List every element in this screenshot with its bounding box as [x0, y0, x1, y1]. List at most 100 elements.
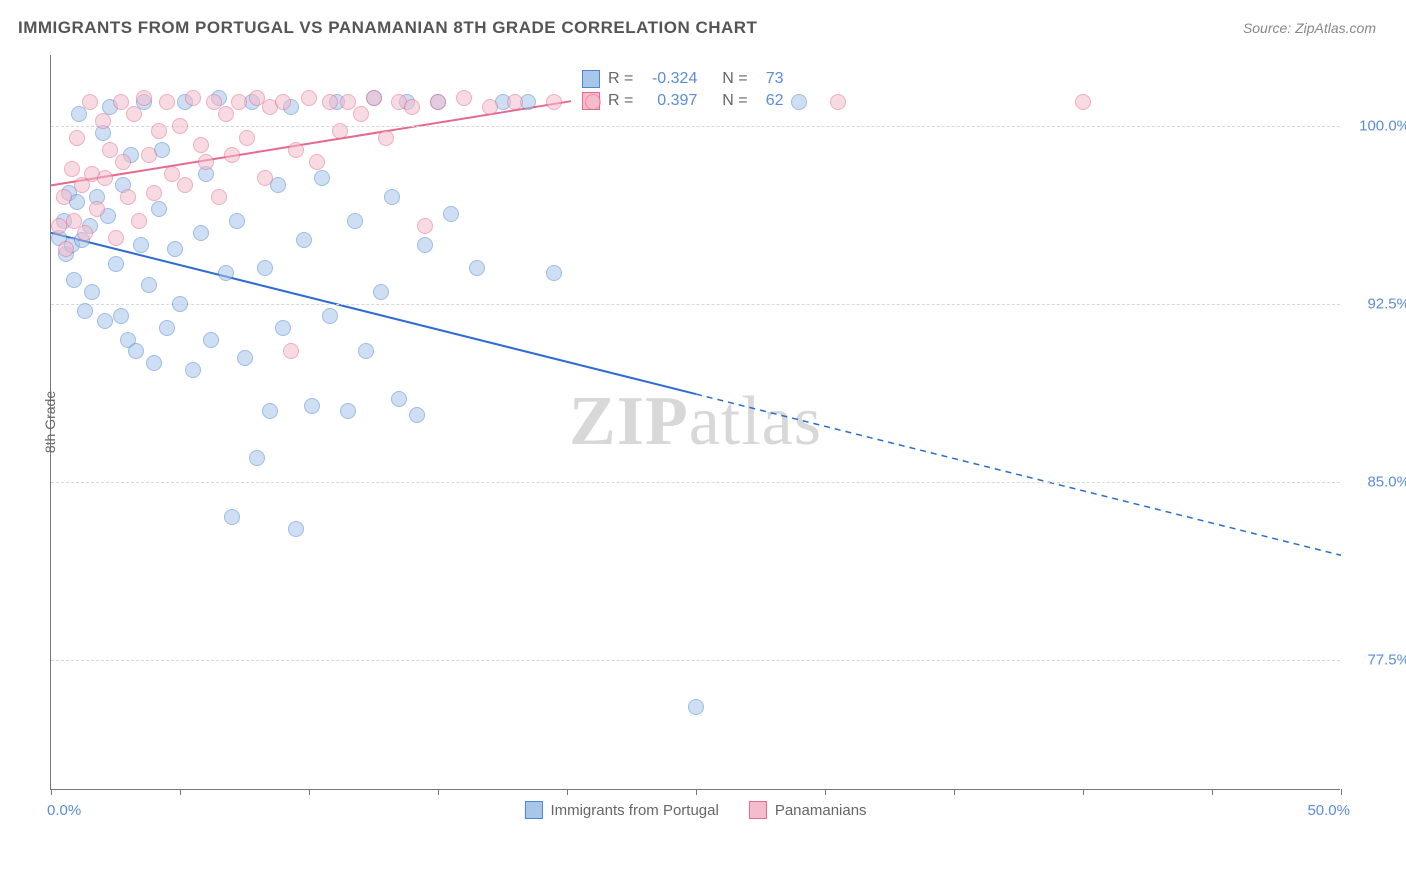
watermark-atlas: atlas	[689, 383, 822, 460]
data-point	[115, 154, 131, 170]
data-point	[185, 90, 201, 106]
data-point	[120, 189, 136, 205]
data-point	[288, 142, 304, 158]
data-point	[546, 265, 562, 281]
x-tick	[1083, 789, 1084, 795]
x-tick	[51, 789, 52, 795]
data-point	[358, 343, 374, 359]
x-tick	[696, 789, 697, 795]
y-tick-label: 100.0%	[1359, 118, 1406, 135]
data-point	[1075, 94, 1091, 110]
data-point	[417, 218, 433, 234]
x-tick	[1212, 789, 1213, 795]
legend-item: Immigrants from Portugal	[524, 801, 718, 819]
data-point	[211, 189, 227, 205]
data-point	[239, 130, 255, 146]
data-point	[89, 201, 105, 217]
watermark-zip: ZIP	[569, 383, 689, 460]
bottom-legend: Immigrants from Portugal Panamanians	[524, 801, 866, 819]
stats-row: R = 0.397 N = 62	[582, 90, 784, 112]
data-point	[177, 177, 193, 193]
x-tick	[1341, 789, 1342, 795]
data-point	[430, 94, 446, 110]
data-point	[198, 154, 214, 170]
data-point	[283, 343, 299, 359]
data-point	[688, 699, 704, 715]
data-point	[229, 213, 245, 229]
data-point	[585, 94, 601, 110]
data-point	[288, 521, 304, 537]
data-point	[146, 355, 162, 371]
x-axis-max-label: 50.0%	[1307, 802, 1350, 819]
data-point	[146, 185, 162, 201]
data-point	[322, 94, 338, 110]
data-point	[224, 147, 240, 163]
data-point	[218, 265, 234, 281]
data-point	[126, 106, 142, 122]
data-point	[69, 130, 85, 146]
data-point	[249, 450, 265, 466]
x-tick	[180, 789, 181, 795]
data-point	[366, 90, 382, 106]
data-point	[58, 241, 74, 257]
data-point	[373, 284, 389, 300]
x-tick	[567, 789, 568, 795]
gridline	[51, 304, 1340, 305]
data-point	[275, 94, 291, 110]
x-tick	[438, 789, 439, 795]
chart-title: IMMIGRANTS FROM PORTUGAL VS PANAMANIAN 8…	[18, 18, 757, 38]
data-point	[482, 99, 498, 115]
stats-row: R = -0.324 N = 73	[582, 68, 784, 90]
data-point	[193, 225, 209, 241]
data-point	[296, 232, 312, 248]
data-point	[77, 225, 93, 241]
data-point	[409, 407, 425, 423]
data-point	[108, 230, 124, 246]
data-point	[113, 308, 129, 324]
data-point	[82, 94, 98, 110]
data-point	[218, 106, 234, 122]
data-point	[84, 284, 100, 300]
data-point	[206, 94, 222, 110]
legend-item: Panamanians	[749, 801, 867, 819]
data-point	[304, 398, 320, 414]
data-point	[546, 94, 562, 110]
data-point	[102, 142, 118, 158]
y-tick-label: 85.0%	[1367, 473, 1406, 490]
x-tick	[954, 789, 955, 795]
data-point	[224, 509, 240, 525]
data-point	[791, 94, 807, 110]
data-point	[231, 94, 247, 110]
data-point	[167, 241, 183, 257]
gridline	[51, 660, 1340, 661]
data-point	[384, 189, 400, 205]
data-point	[456, 90, 472, 106]
plot-area: 8th Grade ZIPatlas R = -0.324 N = 73R = …	[50, 55, 1340, 790]
trend-lines	[51, 55, 1340, 789]
data-point	[64, 161, 80, 177]
data-point	[141, 147, 157, 163]
data-point	[56, 189, 72, 205]
data-point	[469, 260, 485, 276]
data-point	[51, 218, 67, 234]
data-point	[340, 403, 356, 419]
data-point	[136, 90, 152, 106]
data-point	[322, 308, 338, 324]
x-axis-min-label: 0.0%	[47, 802, 81, 819]
data-point	[443, 206, 459, 222]
gridline	[51, 482, 1340, 483]
y-tick-label: 92.5%	[1367, 295, 1406, 312]
source-attribution: Source: ZipAtlas.com	[1243, 20, 1376, 36]
data-point	[141, 277, 157, 293]
data-point	[185, 362, 201, 378]
data-point	[275, 320, 291, 336]
data-point	[77, 303, 93, 319]
data-point	[378, 130, 394, 146]
data-point	[257, 170, 273, 186]
data-point	[131, 213, 147, 229]
data-point	[301, 90, 317, 106]
data-point	[95, 113, 111, 129]
data-point	[507, 94, 523, 110]
data-point	[332, 123, 348, 139]
stats-legend: R = -0.324 N = 73R = 0.397 N = 62	[571, 63, 795, 117]
